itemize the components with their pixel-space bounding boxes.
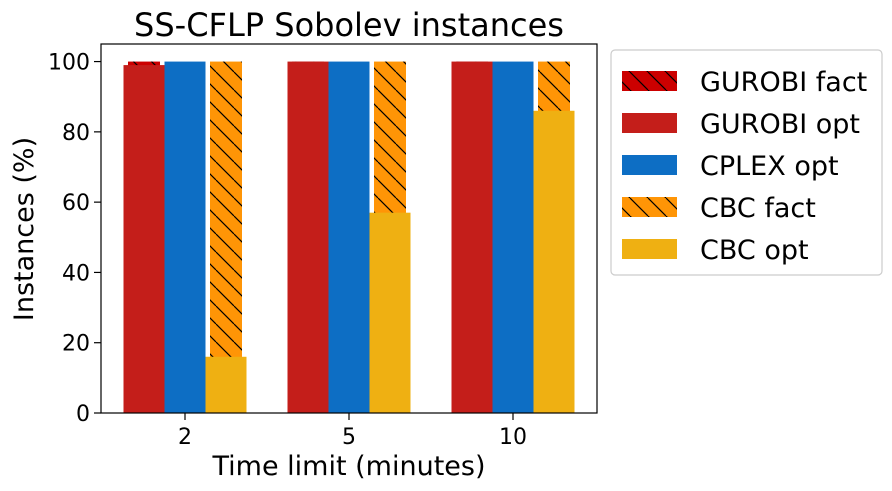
bars-layer: [123, 61, 575, 414]
chart-title: SS-CFLP Sobolev instances: [134, 6, 564, 44]
legend-swatch-cbc-fact-hatch: [622, 197, 677, 217]
bar-cbc-opt-5: [369, 212, 411, 413]
x-tick-label: 10: [499, 425, 527, 450]
y-tick-label: 40: [62, 261, 90, 286]
bar-cbc-opt-2: [205, 356, 247, 413]
legend: GUROBI fact GUROBI opt CPLEX opt CBC fact CB…: [610, 49, 883, 276]
y-axis-label: Instances (%): [9, 137, 40, 321]
bar-gurobi-opt-2: [123, 65, 165, 413]
y-tick-label: 20: [62, 332, 90, 357]
y-tick-label: 80: [62, 121, 90, 146]
bar-gurobi-opt-10: [451, 61, 493, 413]
legend-label-cplex-opt: CPLEX opt: [700, 151, 839, 182]
legend-swatch-gurobi-fact-hatch: [622, 71, 677, 91]
y-tick-label: 100: [48, 51, 90, 76]
y-axis: 0 20 40 60 80 100: [48, 51, 101, 427]
y-tick-label: 0: [76, 402, 90, 427]
bar-cplex-opt-10: [492, 61, 534, 413]
legend-label-cbc-opt: CBC opt: [700, 235, 809, 266]
bar-cplex-opt-2: [164, 61, 206, 413]
legend-swatch-cbc-opt: [622, 239, 677, 259]
legend-swatch-cplex-opt: [622, 155, 677, 175]
x-tick-label: 2: [178, 425, 192, 450]
bar-cbc-opt-10: [533, 110, 575, 414]
legend-swatch-gurobi-opt: [622, 113, 677, 133]
bar-cplex-opt-5: [328, 61, 370, 413]
bar-cbc-fact-2-hatch: [210, 61, 242, 413]
bar-gurobi-opt-5: [287, 61, 329, 413]
legend-frame: [610, 49, 883, 276]
x-axis: 2 5 10: [178, 413, 527, 450]
legend-label-gurobi-opt: GUROBI opt: [700, 109, 860, 140]
legend-label-gurobi-fact: GUROBI fact: [700, 67, 867, 98]
x-axis-label: Time limit (minutes): [212, 451, 486, 482]
legend-label-cbc-fact: CBC fact: [700, 193, 816, 224]
y-tick-label: 60: [62, 191, 90, 216]
x-tick-label: 5: [342, 425, 356, 450]
